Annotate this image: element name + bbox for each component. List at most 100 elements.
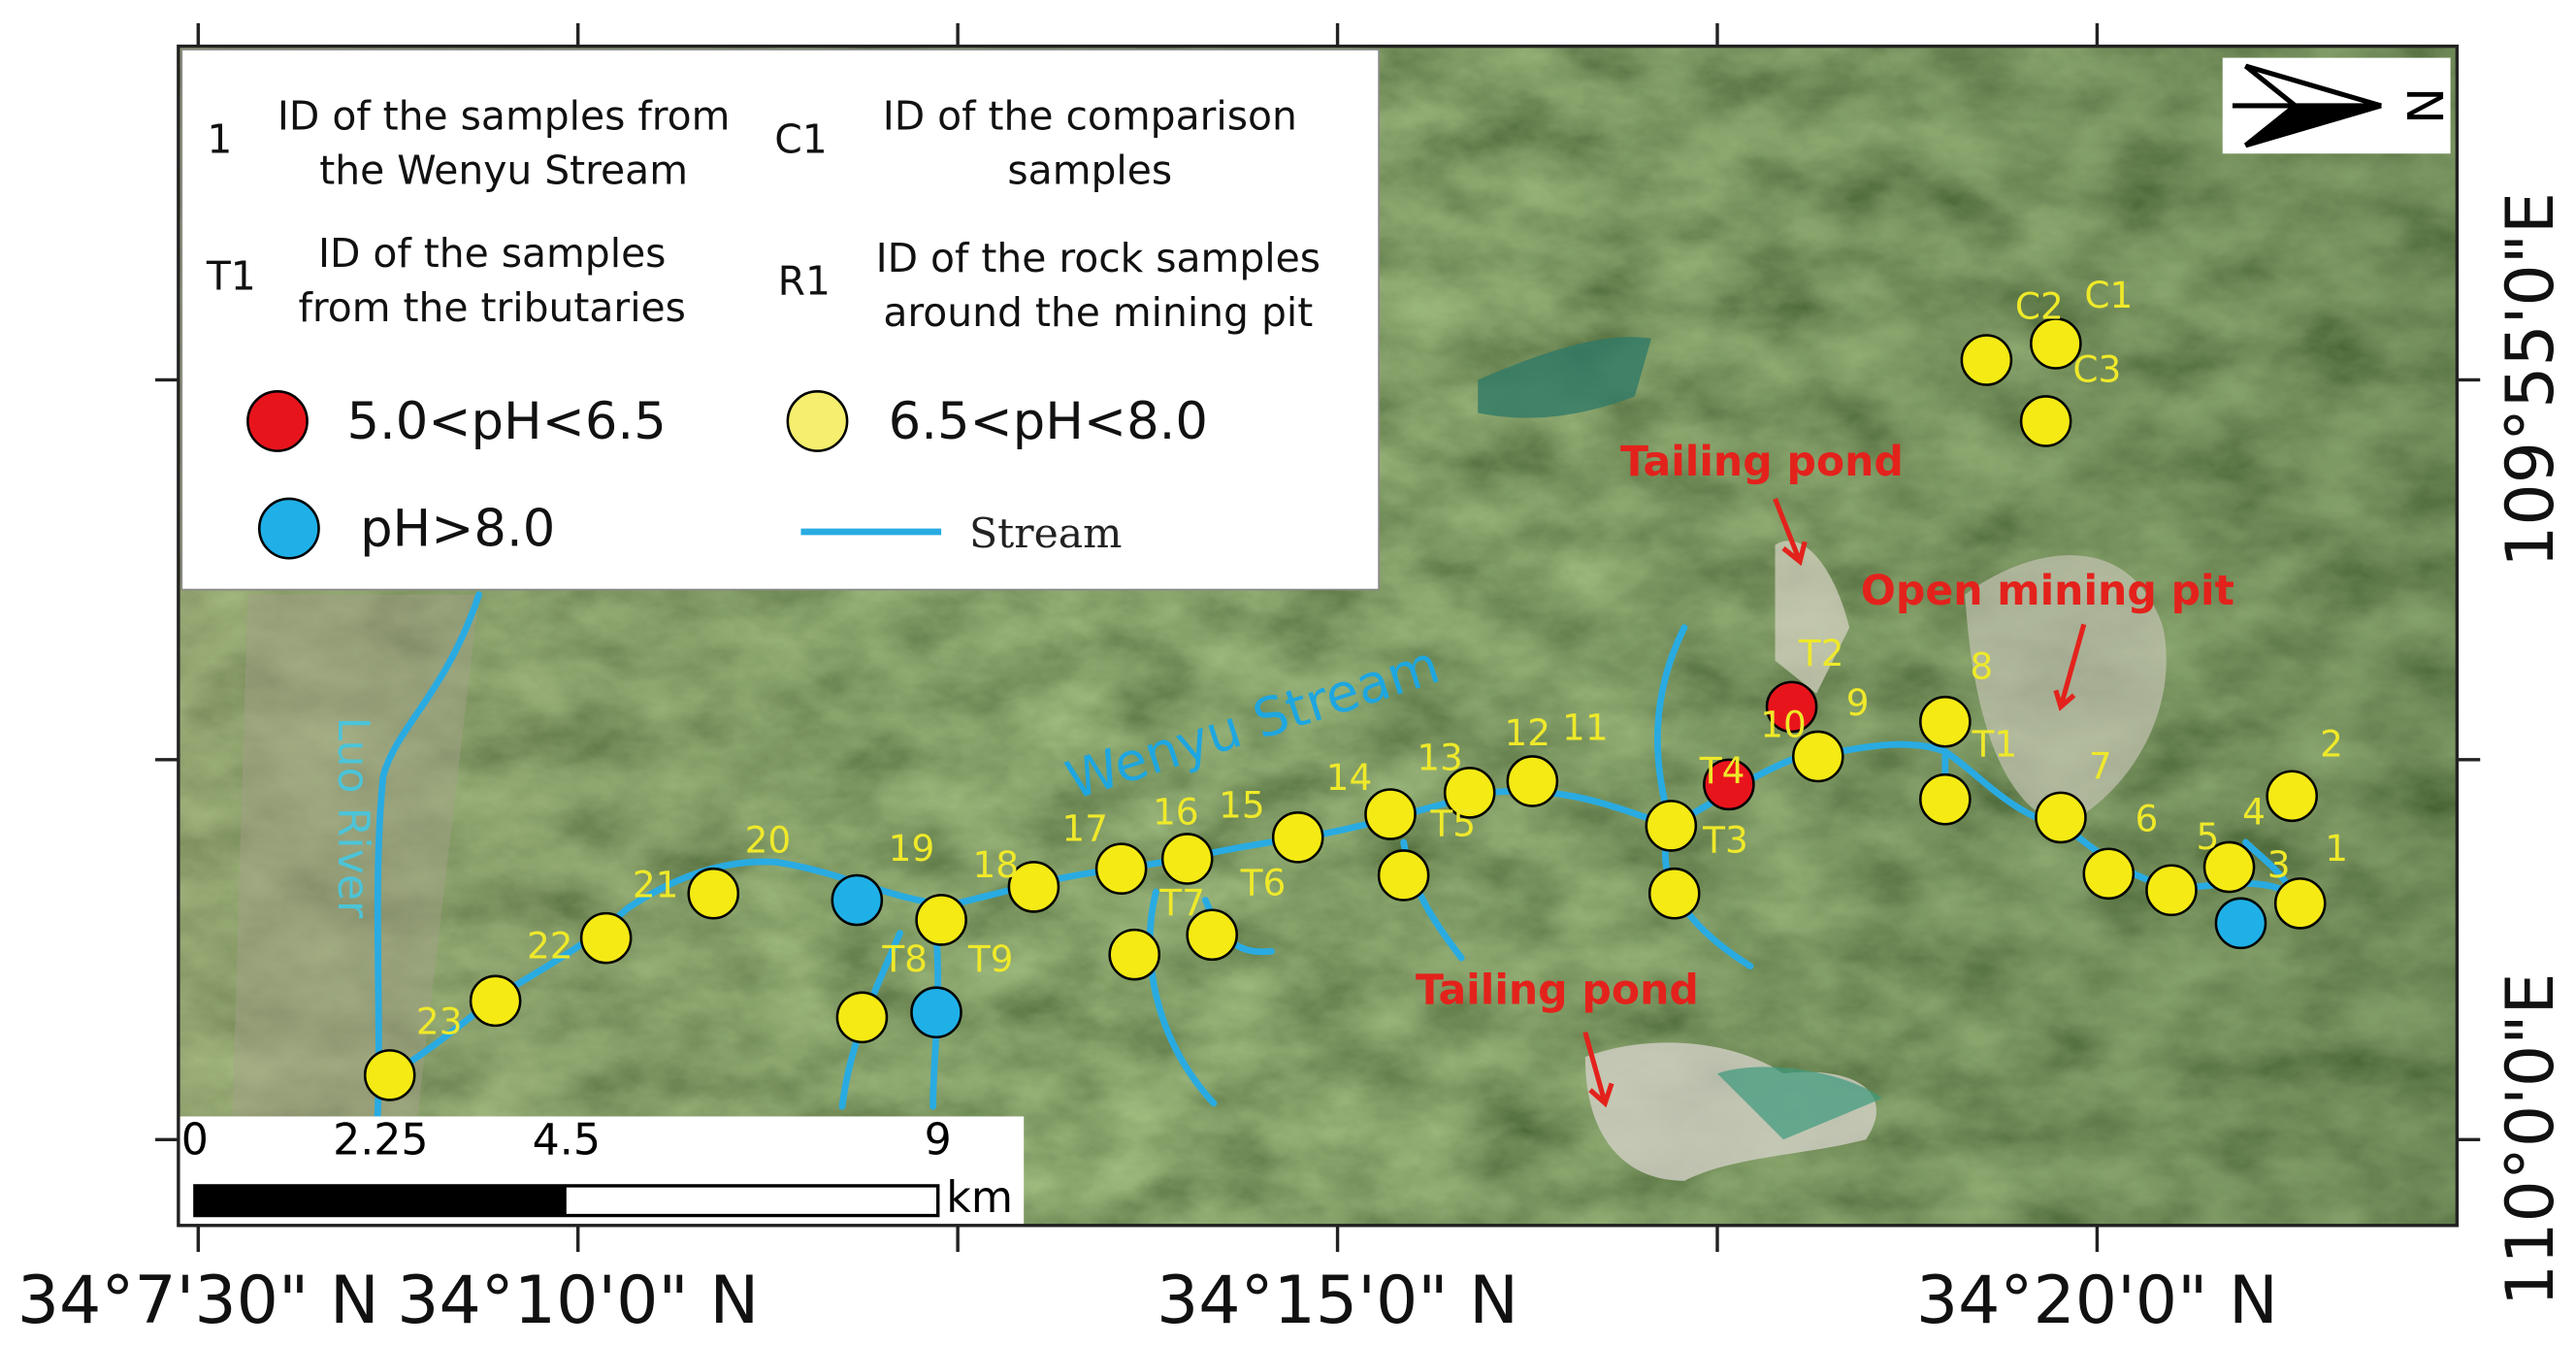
sample-point — [1645, 800, 1698, 852]
sample-id: 18 — [972, 843, 1019, 886]
scale-label: 4.5 — [533, 1116, 601, 1165]
sample-id: 8 — [1970, 645, 1993, 688]
luo-river — [373, 591, 483, 1143]
x-axis-label: 34°15'0" N — [1157, 1263, 1518, 1339]
sample-id: 2 — [2320, 723, 2343, 766]
scale-bar: 0 2.25 4.5 9 km — [181, 1116, 1013, 1224]
sample-point — [1094, 842, 1148, 895]
sample-point — [1765, 680, 1818, 734]
sample-point — [1919, 695, 1972, 748]
sample-point — [1919, 772, 1972, 826]
sample-id: 4 — [2242, 791, 2266, 834]
sample-point — [2266, 770, 2319, 823]
sample-point — [2082, 847, 2136, 901]
sample-point — [2145, 864, 2198, 917]
legend-text: ID of the comparison — [883, 93, 1297, 140]
legend-label: 5.0<pH<6.5 — [346, 392, 666, 451]
sample-id: T5 — [1429, 802, 1476, 844]
sample-id: 22 — [527, 924, 573, 967]
sample-id: C2 — [2015, 285, 2064, 328]
sample-id: 5 — [2197, 815, 2220, 858]
sample-id: 7 — [2089, 744, 2112, 787]
sample-point — [2214, 897, 2267, 950]
sample-id: T9 — [967, 937, 1014, 980]
sample-point — [1443, 767, 1496, 819]
scale-label: 9 — [925, 1116, 952, 1165]
legend-text: the Wenyu Stream — [319, 148, 688, 194]
sample-point — [1791, 730, 1844, 783]
sample-point — [2035, 791, 2087, 844]
tailing-pond-area — [1775, 541, 1850, 694]
sample-point — [2202, 840, 2256, 894]
legend-label: Stream — [969, 510, 1122, 558]
legend-text: ID of the samples from — [277, 93, 730, 140]
x-axis-label: 34°20'0" N — [1916, 1263, 2278, 1339]
tailing-pond-label: Tailing pond — [1620, 439, 1904, 486]
sample-id: T6 — [1240, 862, 1287, 904]
sample-point — [835, 991, 889, 1044]
scale-label: 2.25 — [333, 1116, 429, 1165]
sample-id: 10 — [1760, 703, 1807, 745]
sample-point — [469, 974, 522, 1028]
sample-id: 13 — [1417, 736, 1463, 778]
sample-id: 14 — [1326, 756, 1373, 799]
sample-id: T2 — [1798, 632, 1844, 674]
sample-id: 23 — [416, 1001, 463, 1043]
sample-id: 6 — [2136, 797, 2159, 839]
legend-label: pH>8.0 — [360, 500, 555, 559]
sample-point — [2030, 317, 2082, 370]
sample-id: 1 — [2325, 827, 2348, 870]
sample-id: 3 — [2267, 843, 2291, 886]
sample-point — [2019, 395, 2072, 447]
pit-label: Open mining pit — [1861, 568, 2234, 615]
legend-swatch — [246, 390, 309, 452]
valley — [231, 594, 479, 1157]
x-axis-label: 34°10'0" N — [397, 1263, 759, 1339]
scale-label: 0 — [181, 1116, 209, 1165]
annotation-arrows — [1582, 498, 2087, 1108]
sample-point — [363, 1049, 416, 1101]
sample-id: 20 — [745, 818, 792, 861]
y-axis-label: 109°55'0"E — [2493, 192, 2569, 568]
sample-point — [910, 986, 962, 1039]
sample-point — [2273, 877, 2327, 930]
sample-point — [1007, 861, 1060, 913]
sample-point — [687, 867, 740, 920]
x-axis-label: 34°7'30" N — [17, 1263, 379, 1339]
sample-id: 17 — [1061, 807, 1108, 850]
sample-point — [1377, 849, 1430, 902]
sample-point — [831, 873, 884, 927]
y-axis-label: 110°0'0"E — [2493, 972, 2569, 1306]
legend-text: ID of the rock samples — [876, 235, 1321, 281]
sample-id: 19 — [889, 827, 935, 870]
samples: 1234567891011121314151617181920212223T1T… — [363, 274, 2348, 1101]
sample-id: 12 — [1504, 711, 1550, 754]
legend-text: around the mining pit — [883, 289, 1313, 336]
legend-symbol: C1 — [774, 115, 827, 162]
sample-id: T7 — [1158, 881, 1205, 924]
sample-id: C3 — [2072, 347, 2121, 390]
sample-id: 15 — [1219, 784, 1265, 827]
legend-text: from the tributaries — [298, 284, 685, 331]
tailing-water — [1716, 1067, 1883, 1140]
legend-symbol: R1 — [778, 258, 831, 305]
sample-point — [1703, 758, 1755, 811]
scale-unit: km — [946, 1173, 1013, 1223]
graticule-ticks — [155, 22, 2481, 1252]
sample-id: T8 — [881, 937, 928, 980]
sample-id: 16 — [1153, 791, 1199, 834]
sample-point — [1960, 334, 2013, 386]
sample-point — [579, 911, 633, 965]
reservoir — [1478, 337, 1651, 418]
legend-box — [180, 49, 1380, 591]
river-label: Luo River — [328, 717, 377, 919]
sample-id: 11 — [1562, 706, 1609, 749]
sample-point — [1160, 833, 1214, 885]
sample-id: T4 — [1699, 749, 1745, 792]
legend-text: samples — [1007, 148, 1172, 194]
axis-labels: 34°7'30" N 34°10'0" N 34°15'0" N 34°20'0" N… — [17, 192, 2569, 1339]
sample-id: 9 — [1846, 681, 1870, 724]
sample-point — [1186, 908, 1239, 962]
north-label: N — [2395, 87, 2452, 124]
